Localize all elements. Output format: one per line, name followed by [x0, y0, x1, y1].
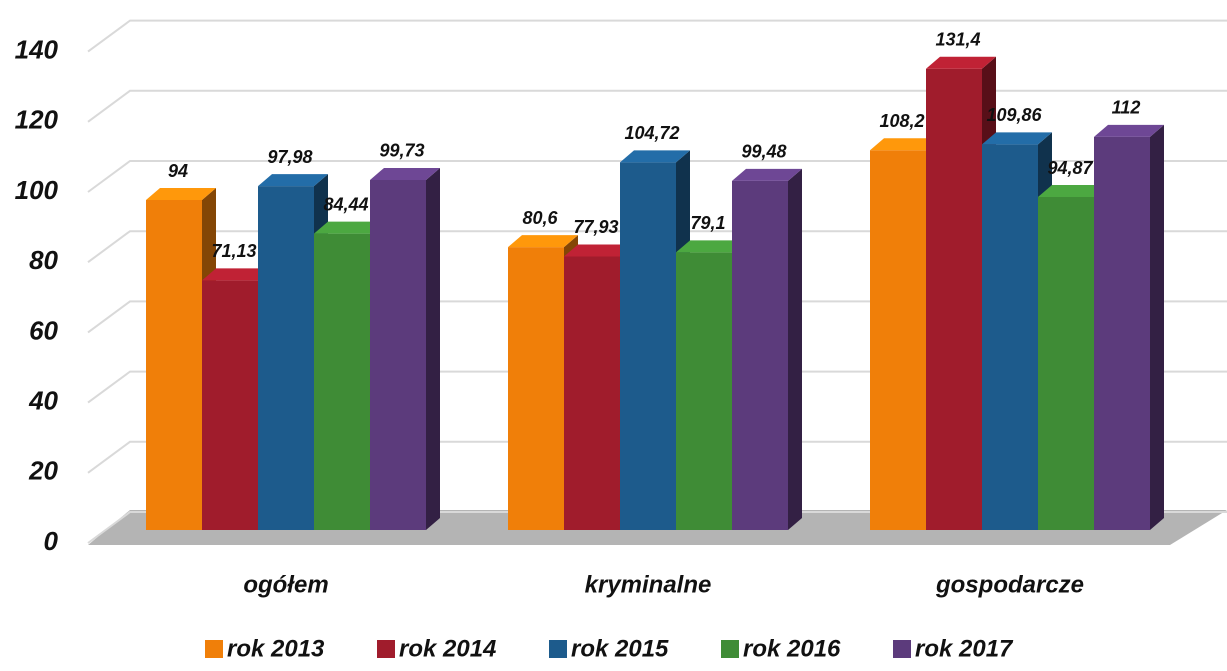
bar-front: [314, 233, 370, 530]
bar-front: [982, 144, 1038, 530]
bar-top: [1038, 185, 1108, 198]
grid-line: [87, 230, 1227, 264]
bar-top: [258, 174, 328, 187]
legend-swatch: [549, 640, 567, 658]
data-label: 112: [1112, 98, 1141, 118]
bar-top: [926, 56, 996, 69]
x-tick-label: gospodarcze: [935, 571, 1084, 598]
legend-label: rok 2014: [399, 635, 496, 662]
bar-front: [620, 162, 676, 530]
legend-swatch: [721, 640, 739, 658]
grid-line: [87, 160, 1227, 193]
legend-swatch: [377, 640, 395, 658]
bar-front: [146, 200, 202, 530]
legend-label: rok 2013: [227, 635, 325, 662]
data-label: 71,13: [211, 241, 256, 261]
bar-top: [202, 268, 272, 281]
bar-front: [676, 252, 732, 530]
bar-front: [508, 247, 564, 530]
y-tick-label: 60: [29, 315, 58, 345]
data-label: 80,6: [522, 208, 558, 228]
bar-front: [1094, 136, 1150, 530]
bar-front: [202, 280, 258, 530]
y-tick-label: 100: [15, 175, 59, 205]
y-tick-label: 80: [29, 245, 58, 275]
bar-front: [370, 179, 426, 530]
bar-top: [620, 150, 690, 163]
y-tick-label: 0: [44, 526, 59, 556]
grid-line: [87, 511, 1227, 544]
x-tick-label: kryminalne: [585, 571, 712, 598]
data-label: 94: [168, 161, 188, 181]
grid-line: [87, 19, 1227, 53]
bar-front: [564, 256, 620, 530]
bar-front: [732, 180, 788, 530]
bar: [732, 168, 802, 530]
bar-top: [1094, 124, 1164, 137]
bar-side: [788, 168, 802, 530]
legend-swatch: [205, 640, 223, 658]
bar-top: [146, 188, 216, 201]
bar: [370, 167, 440, 530]
data-label: 79,1: [690, 213, 725, 233]
grid-line: [87, 89, 1227, 123]
bar-top: [564, 244, 634, 257]
data-label: 109,86: [986, 105, 1042, 125]
grid-line: [87, 300, 1227, 334]
bar-front: [870, 150, 926, 530]
y-tick-label: 120: [15, 105, 59, 135]
bar-top: [676, 240, 746, 253]
bar-top: [370, 167, 440, 180]
grid-line: [87, 370, 1227, 404]
x-tick-label: ogółem: [243, 571, 328, 598]
y-tick-label: 140: [15, 34, 59, 64]
bar-top: [508, 235, 578, 248]
data-label: 131,4: [935, 30, 980, 50]
data-label: 99,73: [379, 141, 424, 161]
bar: [1094, 124, 1164, 530]
legend-label: rok 2015: [571, 635, 669, 662]
bar-front: [258, 186, 314, 530]
bar-top: [732, 168, 802, 181]
y-tick-label: 20: [28, 456, 58, 486]
data-label: 94,87: [1047, 158, 1093, 178]
bar-top: [314, 221, 384, 234]
data-label: 108,2: [879, 111, 924, 131]
legend-swatch: [893, 640, 911, 658]
bar-top: [870, 138, 940, 151]
bar-front: [1038, 197, 1094, 531]
legend-label: rok 2017: [915, 635, 1014, 662]
data-label: 104,72: [624, 123, 679, 143]
y-tick-label: 40: [28, 385, 58, 415]
legend-label: rok 2016: [743, 635, 841, 662]
bar-top: [982, 132, 1052, 145]
bar-side: [1150, 124, 1164, 530]
grid-line: [87, 440, 1227, 474]
data-label: 77,93: [573, 217, 618, 237]
data-label: 97,98: [267, 147, 312, 167]
bar-side: [426, 167, 440, 530]
data-label: 99,48: [741, 142, 786, 162]
bar-front: [926, 68, 982, 530]
data-label: 84,44: [323, 194, 368, 214]
